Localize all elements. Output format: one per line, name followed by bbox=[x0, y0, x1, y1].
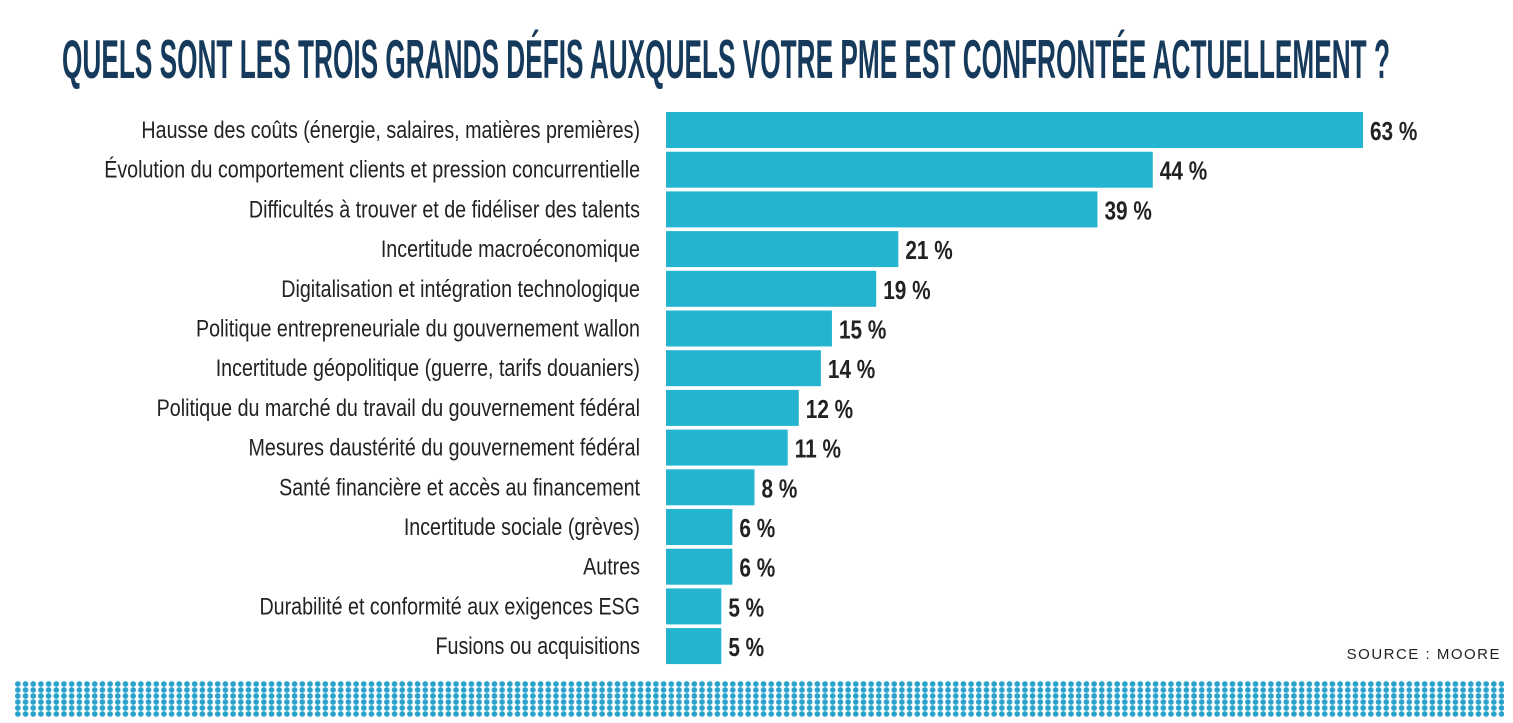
category-label: Difficultés à trouver et de fidéliser de… bbox=[249, 196, 640, 223]
chart-title: QUELS SONT LES TROIS GRANDS DÉFIS AUXQUE… bbox=[62, 28, 1390, 90]
data-label: 19 % bbox=[883, 276, 930, 305]
bar bbox=[666, 191, 1098, 228]
category-label: Politique du marché du travail du gouver… bbox=[157, 394, 640, 421]
bar bbox=[666, 469, 755, 506]
data-label: 5 % bbox=[728, 593, 764, 622]
bar bbox=[666, 270, 877, 307]
category-label: Politique entrepreneuriale du gouverneme… bbox=[196, 315, 640, 342]
bar bbox=[666, 151, 1153, 188]
bar bbox=[666, 310, 832, 347]
title-area: QUELS SONT LES TROIS GRANDS DÉFIS AUXQUE… bbox=[62, 28, 1390, 90]
bar bbox=[666, 429, 788, 466]
category-label: Durabilité et conformité aux exigences E… bbox=[259, 593, 640, 620]
bar bbox=[666, 350, 821, 387]
bar bbox=[666, 112, 1363, 148]
bar bbox=[666, 588, 722, 625]
data-label: 12 % bbox=[806, 395, 853, 424]
category-label: Autres bbox=[583, 553, 640, 580]
category-label: Hausse des coûts (énergie, salaires, mat… bbox=[141, 116, 640, 143]
data-label: 63 % bbox=[1370, 117, 1417, 146]
data-label: 39 % bbox=[1104, 196, 1151, 225]
data-label: 14 % bbox=[828, 355, 875, 384]
category-label: Évolution du comportement clients et pre… bbox=[104, 156, 640, 183]
data-label: 5 % bbox=[728, 633, 764, 662]
source-note: SOURCE : MOORE bbox=[1346, 646, 1501, 663]
category-label: Incertitude macroéconomique bbox=[381, 235, 640, 262]
bar bbox=[666, 628, 722, 665]
data-label: 21 % bbox=[905, 236, 952, 265]
data-label: 6 % bbox=[739, 554, 775, 583]
bar bbox=[666, 231, 899, 268]
category-label: Fusions ou acquisitions bbox=[436, 632, 641, 659]
data-label: 8 % bbox=[762, 474, 798, 503]
category-label: Mesures daustérité du gouvernement fédér… bbox=[249, 434, 640, 461]
data-label: 11 % bbox=[795, 434, 841, 463]
category-label: Incertitude sociale (grèves) bbox=[404, 513, 640, 540]
bar bbox=[666, 548, 733, 585]
bar bbox=[666, 389, 799, 426]
data-label: 6 % bbox=[739, 514, 775, 543]
category-label: Santé financière et accès au financement bbox=[279, 473, 640, 500]
bar bbox=[666, 509, 733, 545]
bar-chart: Hausse des coûts (énergie, salaires, mat… bbox=[104, 112, 1417, 665]
category-label: Digitalisation et intégration technologi… bbox=[281, 275, 640, 302]
dotted-decoration bbox=[14, 681, 1504, 717]
category-label: Incertitude géopolitique (guerre, tarifs… bbox=[216, 354, 640, 381]
data-label: 44 % bbox=[1160, 157, 1207, 186]
data-label: 15 % bbox=[839, 315, 886, 344]
